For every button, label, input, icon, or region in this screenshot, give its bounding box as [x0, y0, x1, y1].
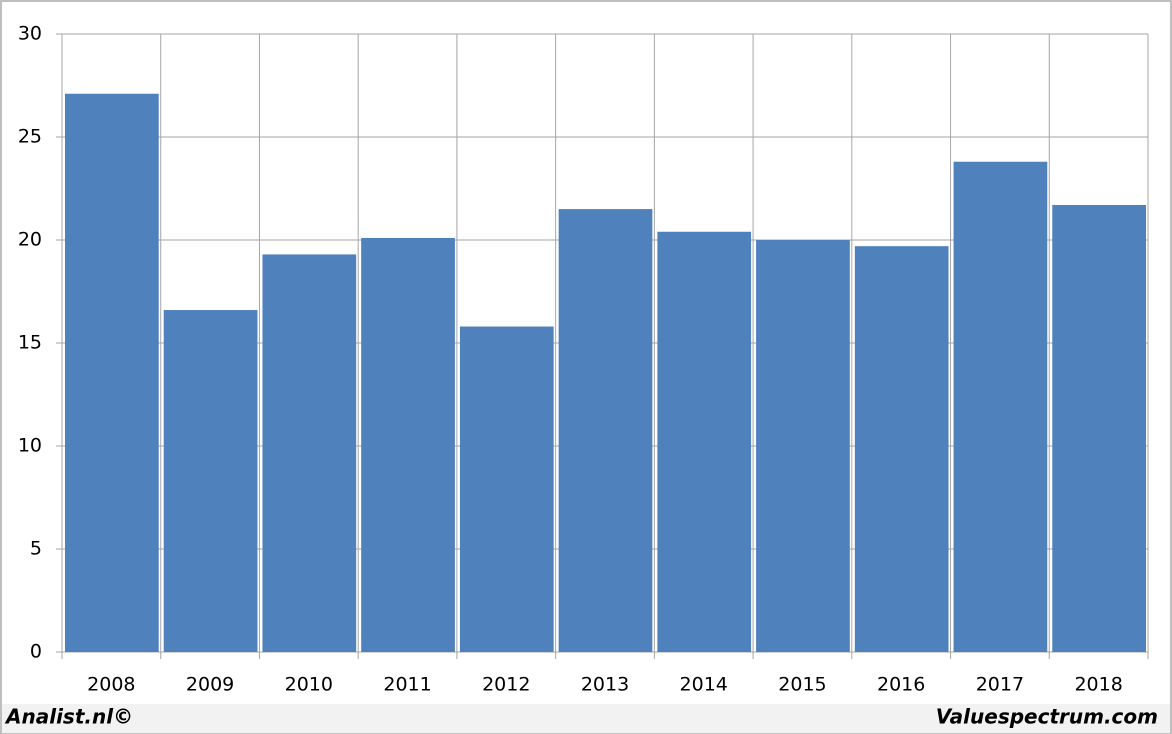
x-tick-label: 2010 [285, 674, 333, 696]
y-tick-label: 0 [30, 641, 42, 663]
x-tick-label: 2009 [186, 674, 234, 696]
x-tick-label: 2012 [482, 674, 530, 696]
credit-right: Valuespectrum.com [936, 705, 1158, 729]
x-tick-label: 2018 [1074, 674, 1122, 696]
y-tick-label: 15 [18, 332, 42, 354]
bar [756, 240, 850, 652]
x-tick-label: 2014 [680, 674, 728, 696]
bar [163, 310, 258, 652]
footer-band [2, 704, 1170, 733]
x-tick-label: 2013 [581, 674, 629, 696]
bar [65, 93, 159, 653]
bar [361, 237, 455, 652]
x-tick-label: 2016 [877, 674, 925, 696]
bar [854, 246, 949, 652]
credit-left: Analist.nl© [4, 705, 133, 729]
y-tick-label: 30 [18, 23, 42, 45]
x-tick-label: 2017 [976, 674, 1024, 696]
bar [558, 209, 653, 652]
bar [953, 161, 1048, 652]
bar [262, 254, 357, 653]
y-tick-label: 20 [18, 229, 42, 251]
bar [459, 326, 554, 652]
bar [657, 231, 752, 652]
x-tick-label: 2011 [383, 674, 431, 696]
y-tick-label: 10 [18, 435, 42, 457]
y-tick-label: 25 [18, 126, 42, 148]
x-tick-label: 2008 [87, 674, 135, 696]
bar [1052, 204, 1146, 653]
x-tick-label: 2015 [778, 674, 826, 696]
y-tick-label: 5 [30, 538, 42, 560]
